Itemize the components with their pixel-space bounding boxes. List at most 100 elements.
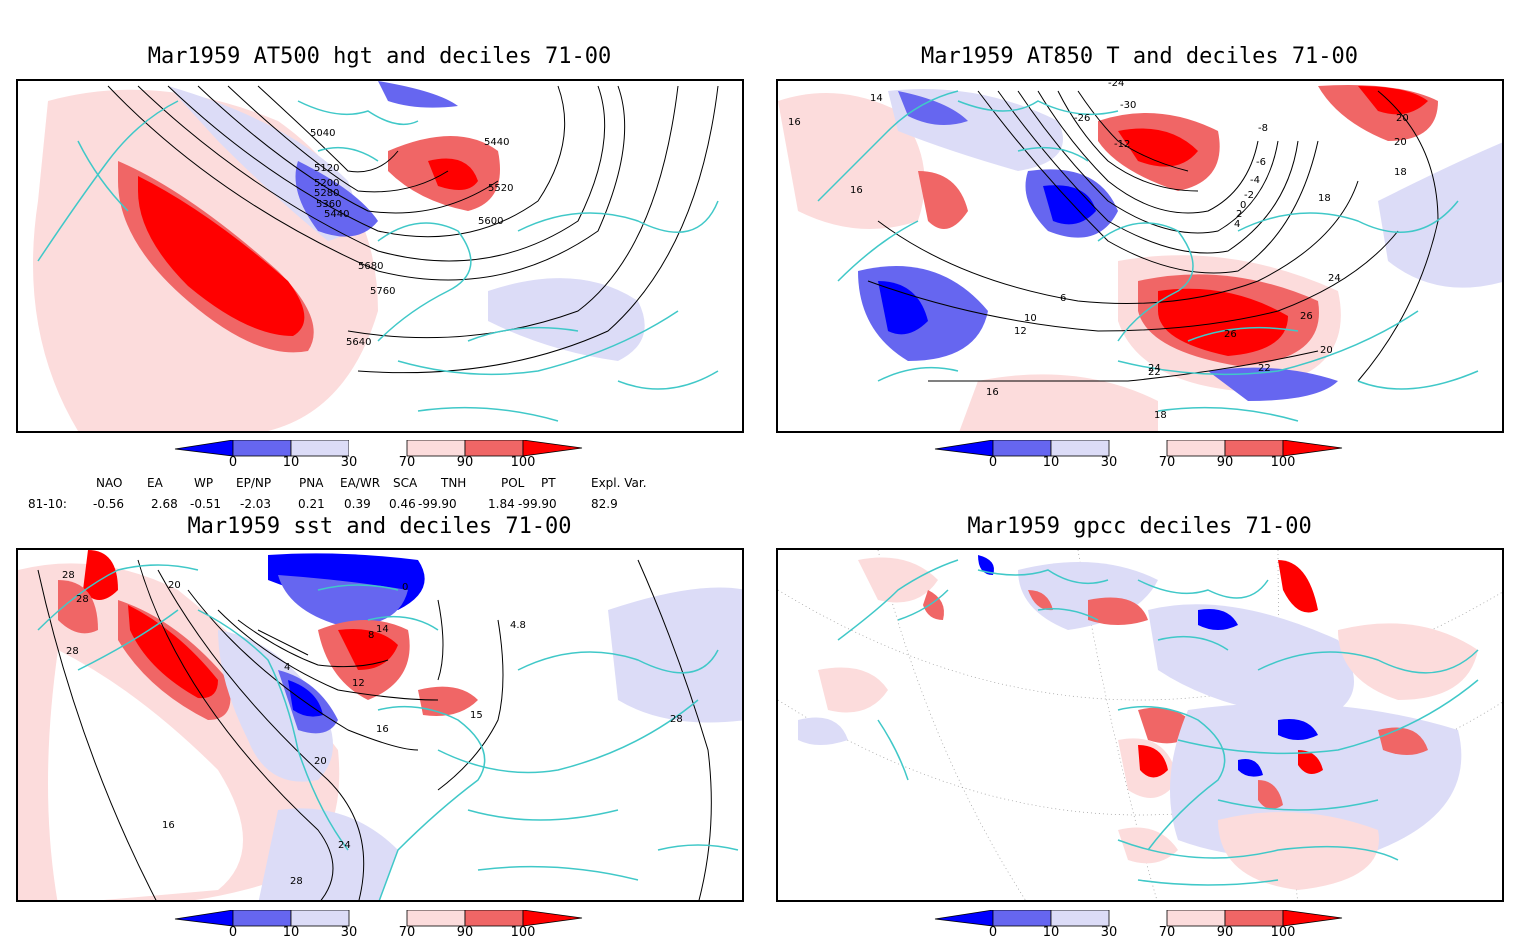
colorbar-label: 0 [988, 925, 998, 940]
contour-label: 5040 [310, 128, 335, 139]
contour-label: 4.8 [510, 620, 526, 631]
contour-label: -24 [1108, 81, 1124, 89]
tele-value-tnh: -99.90 [418, 497, 457, 511]
colorbar-svg [934, 439, 1343, 457]
anomaly-red-north-atl-core [338, 629, 398, 670]
contour-label: 12 [352, 678, 365, 689]
contour-label: 24 [1148, 363, 1161, 374]
contour-label: 16 [986, 387, 999, 398]
contour-label: 26 [1224, 329, 1237, 340]
colorbar-svg [174, 909, 583, 927]
anomaly-red-europe-core [428, 158, 478, 190]
contour-label: 5280 [314, 188, 339, 199]
anomaly-light-red-bottom [959, 374, 1158, 431]
anomaly-mid-blue-north [378, 81, 458, 108]
colorbar-label: 10 [282, 925, 300, 940]
anomaly-light-blue-south [258, 808, 398, 900]
contour-label: 5640 [346, 337, 371, 348]
anomaly-light-blue-east [608, 587, 742, 723]
panel-2-colorbar: 0 10 30 70 90 100 [930, 439, 1350, 474]
contour-label: 22 [1148, 367, 1161, 378]
panel-3-map-svg: 28 28 28 20 0 4 8 12 14 16 16 20 24 28 2… [18, 550, 742, 900]
tele-header-explvar: Expl. Var. [591, 476, 647, 490]
contour-label: 20 [168, 580, 181, 591]
anomaly-mid-blue [295, 161, 378, 237]
tele-value-pt: -99.90 [518, 497, 557, 511]
contour-label: -6 [1256, 157, 1266, 168]
contour-label: 2 [1236, 209, 1242, 220]
contour-label: 15 [470, 710, 483, 721]
colorbar-label: 30 [340, 925, 358, 940]
contour-label: 4 [284, 662, 290, 673]
panel-3-title: Mar1959 sst and deciles 71-00 [187, 514, 572, 539]
contour-label: 18 [1154, 410, 1167, 421]
contour-label: 18 [1318, 193, 1331, 204]
contour-label: 24 [338, 840, 351, 851]
colorbar-label: 90 [1216, 455, 1234, 470]
anomaly-light-red [778, 93, 925, 229]
tele-value-eawr: 0.39 [344, 497, 371, 511]
tele-header-ea: EA [147, 476, 163, 490]
tele-header-eawr: EA/WR [340, 476, 381, 490]
contour-label: 20 [1396, 113, 1409, 124]
anomaly-light-blue-east [1378, 142, 1502, 288]
tele-value-sca: 0.46 [389, 497, 416, 511]
tele-value-pna: 0.21 [298, 497, 325, 511]
anomaly-red-ne-core [1358, 86, 1428, 115]
tele-header-sca: SCA [393, 476, 418, 490]
contour-label: -26 [1074, 113, 1090, 124]
anomaly-red-west-2 [58, 580, 98, 634]
contour-label: 20 [1394, 137, 1407, 148]
contour-label: 14 [870, 93, 883, 104]
anomaly-mid-blue-north [278, 575, 408, 626]
contour-label: 16 [162, 820, 175, 831]
contour-label: 28 [66, 646, 79, 657]
contour-label: 5200 [314, 178, 339, 189]
precip-anomaly-patches [798, 555, 1478, 890]
colorbar-label: 100 [1270, 455, 1296, 470]
anomaly-deep-blue-west [288, 680, 323, 717]
contour-label: 22 [1258, 363, 1271, 374]
colorbar-svg [934, 909, 1343, 927]
tele-value-nao: -0.56 [93, 497, 125, 511]
panel-3-colorbar: 0 10 30 70 90 100 [170, 909, 590, 940]
sst-white-interior [48, 650, 243, 900]
contour-label: 8 [368, 630, 374, 641]
colorbar-label: 70 [398, 925, 416, 940]
colorbar-label: 70 [398, 455, 416, 470]
contour-label: 5520 [488, 183, 513, 194]
anomaly-mid-blue [898, 91, 968, 125]
panel-4-map-svg [778, 550, 1502, 900]
tele-header-pol: POL [501, 476, 525, 490]
panel-4-colorbar: 0 10 30 70 90 100 [930, 909, 1350, 940]
anomaly-blue-west [218, 630, 333, 782]
colorbar-label: 90 [456, 455, 474, 470]
contour-label: 5440 [484, 137, 509, 148]
tele-value-ea: 2.68 [151, 497, 178, 511]
colorbar-label: 10 [1042, 455, 1060, 470]
colorbar-label: 10 [1042, 925, 1060, 940]
tele-value-epnp: -2.03 [240, 497, 272, 511]
contour-label: -4 [1250, 175, 1260, 186]
contour-label: 28 [62, 570, 75, 581]
anomaly-blue-se [1208, 367, 1338, 401]
anomaly-mid-red-west [918, 171, 968, 229]
anomaly-light-blue-asia [488, 278, 645, 361]
contour-label: 0 [402, 582, 408, 593]
colorbar-label: 30 [340, 455, 358, 470]
tele-row-label: 81-10: [28, 497, 67, 511]
tele-header-pt: PT [541, 476, 556, 490]
contour-label: 16 [376, 724, 389, 735]
contour-label: 18 [1394, 167, 1407, 178]
colorbar-label: 70 [1158, 455, 1176, 470]
colorbar-label: 30 [1100, 925, 1118, 940]
tele-header-epnp: EP/NP [236, 476, 272, 490]
panel-3-map: 28 28 28 20 0 4 8 12 14 16 16 20 24 28 2… [16, 548, 744, 902]
contour-label: 5120 [314, 163, 339, 174]
tele-header-nao: NAO [96, 476, 123, 490]
contour-label: 10 [1024, 313, 1037, 324]
contour-label: 5760 [370, 286, 395, 297]
contour-label: 5360 [316, 199, 341, 210]
tele-header-pna: PNA [299, 476, 324, 490]
contour-label: 5680 [358, 261, 383, 272]
